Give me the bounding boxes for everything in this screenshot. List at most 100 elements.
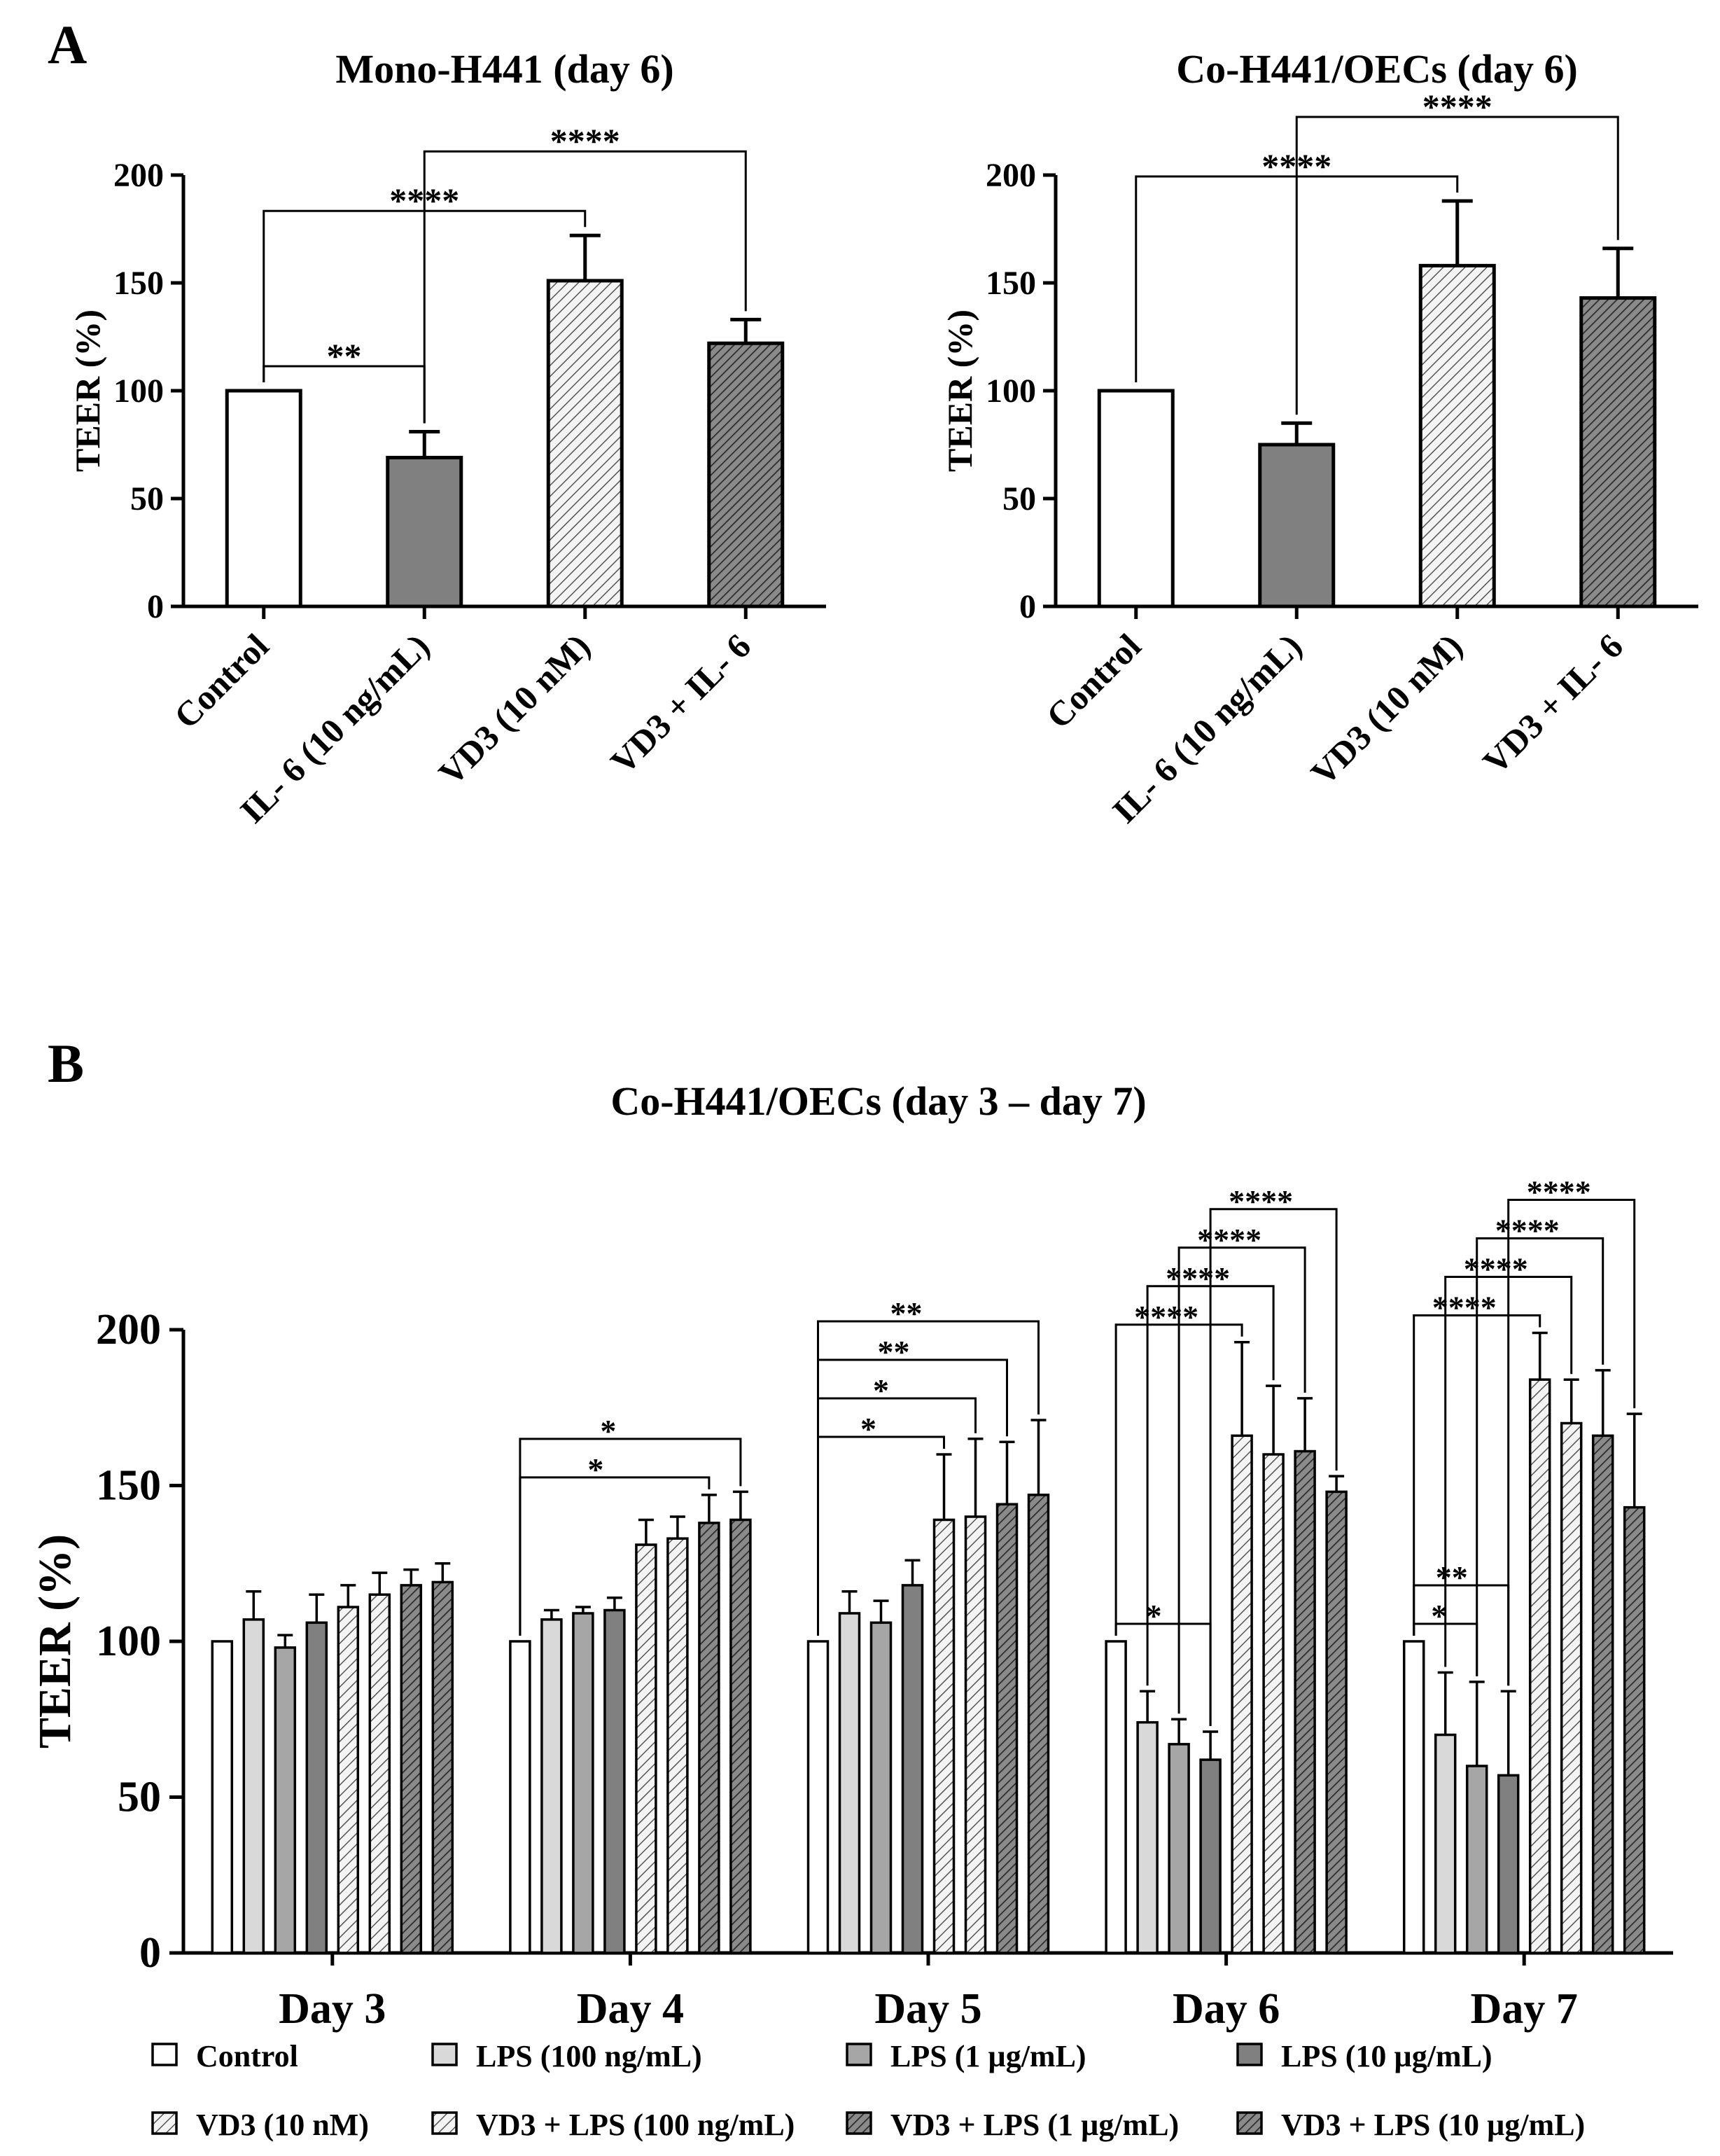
significance-bracket <box>817 1320 1040 1636</box>
significance-label: **** <box>1197 1222 1261 1258</box>
chart-co-h441-day6: Co-H441/OECs (day 6) 0 50 100 150 200 TEER (%)… <box>940 46 1698 830</box>
significance-label: **** <box>1422 87 1492 126</box>
legend-label-6: VD3 + LPS (1 µg/mL) <box>890 2108 1179 2142</box>
x-tick-label: Day 5 <box>874 1985 981 2033</box>
y-tick-label: 50 <box>118 1774 161 1821</box>
significance-bracket <box>1209 1208 1338 1727</box>
bar-4-6 <box>1591 1434 1614 1954</box>
bar-2 <box>546 279 624 608</box>
legend-swatch-4 <box>151 2111 178 2135</box>
bar-3-5 <box>1262 1453 1285 1954</box>
bar-1 <box>1258 443 1336 608</box>
bar-4-0 <box>1402 1640 1425 1954</box>
bar-2-6 <box>995 1503 1019 1954</box>
chart-co-h441-timecourse: Co-H441/OECs (day 3 – day 7) 0 50 100 150 200… <box>29 1078 1673 2033</box>
legend-label-0: Control <box>196 2039 298 2073</box>
x-tick-label: VD3 + IL- 6 <box>603 626 758 781</box>
y-tick-label: 100 <box>96 1618 161 1665</box>
bar-3-1 <box>1136 1720 1159 1954</box>
x-tick-label: VD3 (10 nM) <box>1303 626 1470 793</box>
significance-label: **** <box>1464 1251 1528 1286</box>
bar-1-4 <box>635 1543 657 1954</box>
bar-3-3 <box>1199 1758 1222 1954</box>
significance-label: **** <box>1495 1212 1560 1248</box>
bar-2-5 <box>964 1515 987 1954</box>
chart-title: Co-H441/OECs (day 3 – day 7) <box>610 1078 1146 1124</box>
y-tick-label: 0 <box>139 1929 161 1977</box>
chart-mono-h441: Mono-H441 (day 6) 0 50 100 150 200 TEER (%) Con… <box>68 46 826 830</box>
significance-label: ** <box>327 336 362 375</box>
y-tick-label: 50 <box>130 480 164 517</box>
y-tick-label: 0 <box>1019 588 1036 625</box>
bar-0-3 <box>305 1621 328 1954</box>
significance-label: ** <box>1436 1559 1468 1595</box>
significance-label: **** <box>1229 1183 1293 1219</box>
chart-title: Mono-H441 (day 6) <box>335 46 673 92</box>
bar-4-1 <box>1434 1733 1457 1954</box>
bar-2 <box>1418 263 1496 608</box>
y-tick-label: 150 <box>96 1462 161 1510</box>
bar-0-6 <box>400 1584 423 1954</box>
significance-bracket <box>1177 1246 1306 1714</box>
significance-bracket <box>519 1438 742 1636</box>
significance-bracket <box>1114 1622 1212 1727</box>
x-tick-label: VD3 (10 nM) <box>431 626 598 793</box>
y-tick-label: 50 <box>1002 480 1036 517</box>
legend-swatch-7 <box>1236 2111 1263 2135</box>
bar-1-7 <box>729 1518 752 1954</box>
bar-3-2 <box>1168 1743 1190 1954</box>
significance-label: * <box>1146 1598 1162 1634</box>
y-axis-label: TEER (%) <box>29 1534 81 1748</box>
y-tick-label: 150 <box>986 265 1036 302</box>
y-axis-label: TEER (%) <box>940 310 979 472</box>
bar-1-2 <box>572 1612 594 1954</box>
bar-0-7 <box>431 1580 454 1954</box>
significance-label: ** <box>890 1295 923 1331</box>
legend-label-7: VD3 + LPS (10 µg/mL) <box>1281 2108 1585 2142</box>
bar-0-2 <box>274 1646 297 1954</box>
bar-3 <box>1579 296 1657 608</box>
legend-swatch-5 <box>431 2111 458 2135</box>
bar-1-1 <box>540 1618 563 1954</box>
significance-label: * <box>1431 1598 1447 1634</box>
significance-label: **** <box>550 121 620 160</box>
bar-1-5 <box>666 1537 689 1954</box>
bar-3-6 <box>1294 1449 1316 1954</box>
significance-label: **** <box>1432 1289 1497 1325</box>
bar-0-4 <box>337 1606 360 1954</box>
significance-label: **** <box>1166 1260 1230 1296</box>
panel-label-b: B <box>48 1033 84 1094</box>
bar-0-0 <box>211 1640 234 1954</box>
chart-title: Co-H441/OECs (day 6) <box>1176 46 1578 92</box>
significance-bracket <box>1507 1198 1636 1686</box>
bar-4-3 <box>1497 1774 1520 1954</box>
bar-2-1 <box>838 1612 861 1954</box>
bar-1 <box>386 455 463 608</box>
bar-0 <box>225 389 302 608</box>
y-tick-label: 200 <box>96 1306 161 1354</box>
bar-2-2 <box>869 1621 893 1954</box>
bar-0-5 <box>368 1593 391 1954</box>
bar-1-0 <box>509 1640 531 1954</box>
y-axis-label: TEER (%) <box>68 310 107 472</box>
legend-label-5: VD3 + LPS (100 ng/mL) <box>476 2108 795 2142</box>
significance-label: ** <box>878 1334 910 1370</box>
y-tick-label: 100 <box>986 373 1036 410</box>
panel-label-a: A <box>48 14 87 75</box>
significance-bracket <box>1476 1237 1604 1676</box>
significance-bracket <box>1295 116 1619 415</box>
legend-swatch-2 <box>846 2043 872 2066</box>
legend-swatch-6 <box>846 2111 872 2135</box>
legend-label-3: LPS (10 µg/mL) <box>1281 2039 1492 2073</box>
x-tick-label: VD3 + IL- 6 <box>1475 626 1630 781</box>
y-tick-label: 200 <box>113 157 164 194</box>
bar-1-3 <box>603 1608 626 1954</box>
x-tick-label: Control <box>167 626 277 736</box>
y-tick-label: 150 <box>113 265 164 302</box>
bar-2-3 <box>901 1584 924 1954</box>
bar-3 <box>707 341 785 608</box>
bar-4-5 <box>1560 1421 1583 1954</box>
significance-label: * <box>587 1452 603 1487</box>
legend-swatch-1 <box>431 2043 458 2066</box>
